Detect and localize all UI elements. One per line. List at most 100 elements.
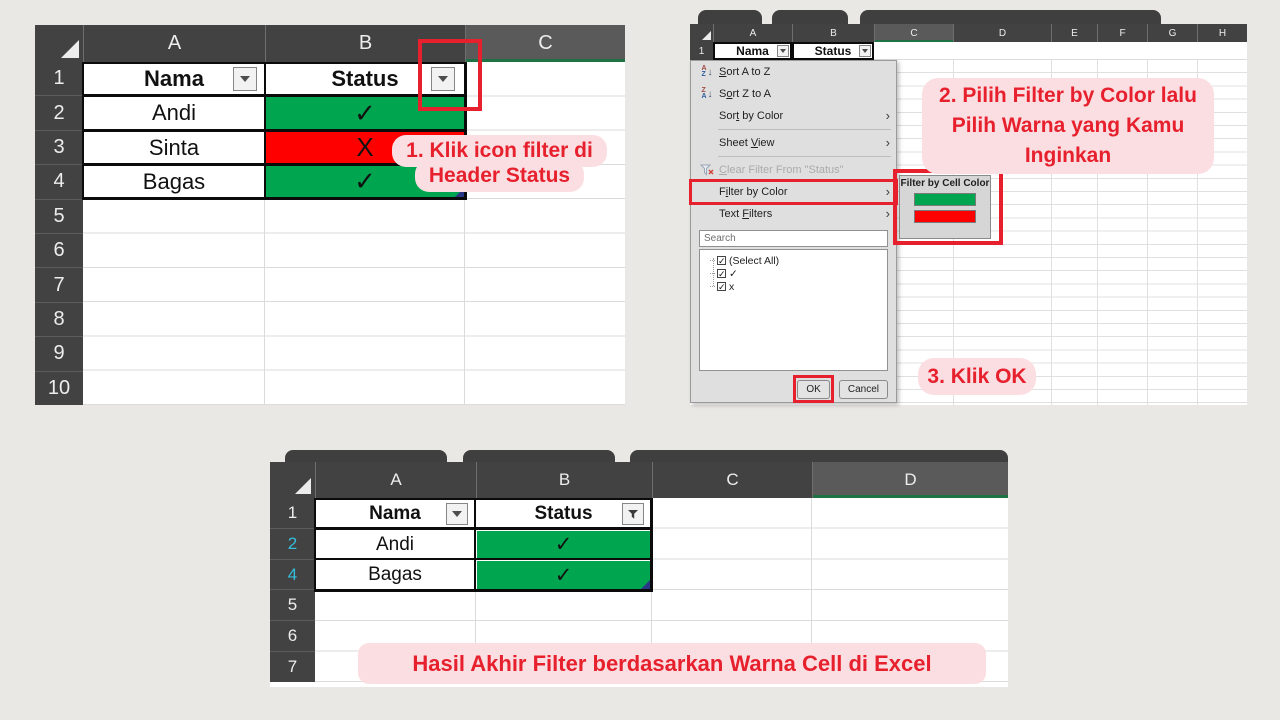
column-header-h[interactable]: H (1197, 24, 1247, 42)
filter-dropdown-button-nama[interactable] (446, 503, 468, 525)
filter-dropdown-button-status[interactable] (431, 67, 455, 91)
grid-line (874, 59, 1247, 60)
submenu-arrow-icon: › (885, 206, 890, 221)
row-header-4-filtered[interactable]: 4 (270, 558, 315, 590)
cell-b2[interactable]: ✓ (266, 97, 464, 129)
row-header-1[interactable]: 1 (53, 67, 65, 90)
column-header-d[interactable]: D (953, 24, 1051, 42)
row-header-1[interactable]: 1 (690, 42, 713, 60)
annotation-step2-line3: Inginkan (1024, 144, 1112, 167)
cell-b2[interactable]: ✓ (477, 531, 650, 558)
row-header-8[interactable]: 8 (35, 301, 83, 336)
filter-dropdown-button-nama[interactable] (233, 67, 257, 91)
menu-item-clear-filter: Clear Filter From "Status" (691, 159, 896, 181)
window-tab (698, 10, 762, 26)
header-label: Nama (736, 44, 769, 58)
cell-b1-status[interactable]: Status (477, 500, 650, 527)
grid-line (1051, 60, 1052, 405)
ok-button[interactable]: OK (797, 380, 830, 399)
column-header-b[interactable]: B (265, 25, 465, 62)
label-post: by Color (739, 110, 784, 122)
menu-item-filter-by-color[interactable]: Filter by Color › (689, 179, 898, 205)
highlight-box-filter-icon (418, 39, 482, 111)
column-header-b[interactable]: B (792, 24, 874, 42)
label-post: iew (757, 137, 775, 149)
filter-applied-button-status[interactable] (622, 503, 644, 525)
column-header-band: A B C D E F G H (690, 24, 1247, 42)
sort-az-icon (695, 66, 719, 79)
select-all-corner[interactable] (270, 462, 315, 498)
row-header-9[interactable]: 9 (35, 336, 83, 370)
submenu-arrow-icon: › (885, 135, 890, 150)
menu-item-text-filters[interactable]: Text Filters › (691, 203, 896, 225)
row-header-column: 1 2 3 4 5 6 7 8 9 10 (35, 62, 83, 405)
checkbox-checked-icon (717, 282, 726, 291)
column-header-a[interactable]: A (315, 462, 476, 498)
label-post: lter by Color (728, 186, 788, 198)
column-header-a[interactable]: A (713, 24, 792, 42)
color-swatch-green[interactable] (914, 193, 976, 206)
menu-item-sort-by-color[interactable]: Sort by Color › (691, 105, 896, 127)
checkbox-label: (Select All) (729, 254, 780, 267)
checkbox-label: x (729, 280, 735, 293)
search-row (699, 228, 888, 247)
row-header-2-filtered[interactable]: 2 (270, 527, 315, 559)
row-header-10[interactable]: 10 (35, 370, 83, 405)
row-header-3[interactable]: 3 (35, 129, 83, 164)
checkbox-x-value[interactable]: x (710, 280, 887, 293)
column-header-a[interactable]: A (83, 25, 265, 62)
annotation-step1-line2: Header Status (414, 160, 585, 192)
search-input[interactable] (699, 230, 888, 247)
dialog-buttons: OK Cancel (691, 375, 888, 403)
row-header-7[interactable]: 7 (35, 267, 83, 301)
window-tab (772, 10, 848, 26)
filter-dropdown-button-nama[interactable] (777, 45, 789, 57)
column-header-e[interactable]: E (1051, 24, 1097, 42)
filter-dropdown-button-status[interactable] (859, 45, 871, 57)
row-header-5[interactable]: 5 (270, 589, 315, 620)
cell-b4[interactable]: ✓ (477, 561, 650, 589)
menu-item-label: Sort by Color (719, 110, 886, 122)
select-all-corner[interactable] (35, 25, 83, 62)
label-post: ort A to Z (726, 66, 771, 78)
row-header-7[interactable]: 7 (270, 651, 315, 682)
cell-a4[interactable]: Bagas (84, 166, 264, 197)
cell-a3[interactable]: Sinta (84, 132, 264, 163)
column-header-c[interactable]: C (465, 25, 625, 62)
tree-line (713, 258, 714, 286)
menu-item-sheet-view[interactable]: Sheet View › (691, 132, 896, 154)
check-mark: ✓ (554, 533, 573, 556)
row-header-4[interactable]: 4 (35, 164, 83, 198)
row-header-6[interactable]: 6 (35, 233, 83, 267)
label-key: S (719, 66, 727, 78)
column-header-f[interactable]: F (1097, 24, 1147, 42)
row-header-6[interactable]: 6 (270, 620, 315, 651)
menu-item-label: Sort Z to A (719, 88, 890, 100)
column-header-c[interactable]: C (652, 462, 812, 498)
column-header-c[interactable]: C (874, 24, 953, 42)
select-all-triangle-icon (61, 40, 79, 58)
checkbox-select-all[interactable]: (Select All) (710, 254, 887, 267)
cell-a4[interactable]: Bagas (316, 561, 474, 589)
column-header-d[interactable]: D (812, 462, 1008, 498)
color-swatch-red[interactable] (914, 210, 976, 223)
cell-a2[interactable]: Andi (316, 531, 474, 558)
menu-item-sort-z-to-a[interactable]: Sort Z to A (691, 83, 896, 105)
checkbox-check-value[interactable]: ✓ (710, 267, 887, 280)
column-header-g[interactable]: G (1147, 24, 1197, 42)
label-key: t (736, 110, 740, 122)
cell-a2[interactable]: Andi (84, 97, 264, 129)
cell-b1-status[interactable]: Status (792, 42, 874, 60)
menu-item-sort-a-to-z[interactable]: Sort A to Z (691, 61, 896, 83)
column-header-b[interactable]: B (476, 462, 652, 498)
row-header-2[interactable]: 2 (35, 95, 83, 129)
checkbox-label: ✓ (729, 267, 738, 280)
select-all-corner[interactable] (690, 24, 713, 42)
excel-sheet-filter-menu: A B C D E F G H 1 Nama Status Sort A to … (689, 10, 1247, 408)
clear-filter-icon (695, 164, 719, 176)
cancel-button[interactable]: Cancel (838, 379, 888, 399)
cell-a1-nama[interactable]: Nama (713, 42, 792, 60)
row-header-5[interactable]: 5 (35, 198, 83, 233)
dropdown-arrow-icon (862, 49, 868, 53)
row-header-1[interactable]: 1 (287, 502, 298, 522)
